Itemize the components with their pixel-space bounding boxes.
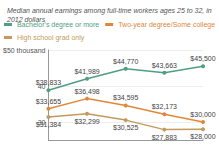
- svg-text:$27,883: $27,883: [152, 134, 177, 141]
- svg-text:$28,000: $28,000: [190, 133, 215, 140]
- svg-text:$36,498: $36,498: [74, 88, 99, 95]
- svg-text:$31,384: $31,384: [36, 121, 61, 128]
- svg-text:Median annual earnings among f: Median annual earnings among full-time w…: [7, 7, 214, 15]
- svg-text:$41,989: $41,989: [74, 68, 99, 75]
- svg-text:Bachelor's degree or more: Bachelor's degree or more: [16, 21, 100, 28]
- svg-text:$32,173: $32,173: [152, 103, 177, 110]
- svg-text:$30,525: $30,525: [113, 124, 138, 131]
- svg-text:$33,655: $33,655: [36, 98, 61, 105]
- svg-text:$34,595: $34,595: [113, 94, 138, 101]
- svg-text:$32,299: $32,299: [74, 118, 99, 125]
- svg-text:High school grad only: High school grad only: [17, 34, 85, 42]
- svg-text:Two-year degree/Some college: Two-year degree/Some college: [118, 21, 215, 29]
- svg-text:2012 dollars: 2012 dollars: [6, 16, 46, 23]
- svg-text:$38,833: $38,833: [36, 79, 61, 86]
- svg-text:$45,500: $45,500: [190, 55, 215, 62]
- svg-text:$43,663: $43,663: [152, 62, 177, 69]
- svg-text:$44,770: $44,770: [113, 58, 138, 65]
- svg-text:$50 thousand: $50 thousand: [3, 47, 46, 54]
- svg-text:$30,000: $30,000: [190, 111, 215, 118]
